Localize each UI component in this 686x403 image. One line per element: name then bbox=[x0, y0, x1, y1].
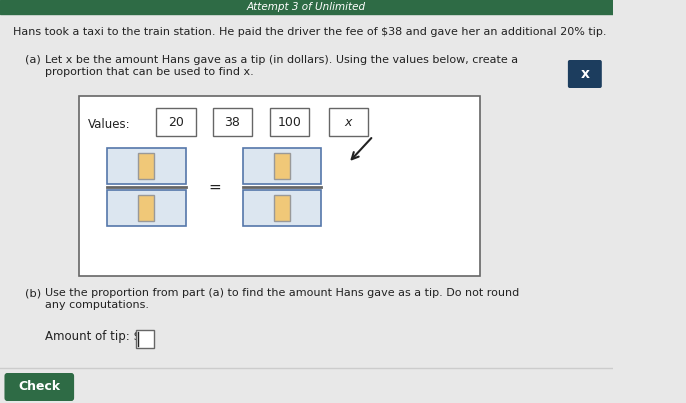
Bar bbox=[107, 190, 186, 226]
Bar bbox=[274, 195, 290, 221]
Bar bbox=[156, 108, 196, 136]
Text: x: x bbox=[344, 116, 352, 129]
Text: 38: 38 bbox=[224, 116, 240, 129]
FancyBboxPatch shape bbox=[568, 60, 602, 88]
Text: 100: 100 bbox=[277, 116, 301, 129]
Bar bbox=[243, 190, 322, 226]
Text: Attempt 3 of Unlimited: Attempt 3 of Unlimited bbox=[247, 2, 366, 12]
Bar bbox=[79, 96, 480, 276]
Text: Let x be the amount Hans gave as a tip (in dollars). Using the values below, cre: Let x be the amount Hans gave as a tip (… bbox=[45, 55, 518, 77]
Bar bbox=[107, 148, 186, 184]
Text: 20: 20 bbox=[168, 116, 184, 129]
Bar bbox=[329, 108, 368, 136]
Text: Use the proportion from part (a) to find the amount Hans gave as a tip. Do not r: Use the proportion from part (a) to find… bbox=[45, 288, 519, 310]
Bar bbox=[139, 195, 154, 221]
Text: Hans took a taxi to the train station. He paid the driver the fee of $38 and gav: Hans took a taxi to the train station. H… bbox=[14, 27, 607, 37]
Text: x: x bbox=[580, 67, 589, 81]
Text: (b): (b) bbox=[25, 288, 41, 298]
Text: Amount of tip: $: Amount of tip: $ bbox=[45, 330, 141, 343]
Text: (a): (a) bbox=[25, 55, 40, 65]
Bar bbox=[0, 0, 613, 14]
Bar bbox=[136, 330, 154, 348]
Bar bbox=[243, 148, 322, 184]
Text: =: = bbox=[208, 179, 221, 195]
Bar bbox=[270, 108, 309, 136]
FancyBboxPatch shape bbox=[5, 373, 74, 401]
Bar bbox=[213, 108, 252, 136]
Text: Values:: Values: bbox=[88, 118, 130, 131]
Bar bbox=[274, 153, 290, 179]
Text: Check: Check bbox=[19, 380, 60, 393]
Bar bbox=[139, 153, 154, 179]
